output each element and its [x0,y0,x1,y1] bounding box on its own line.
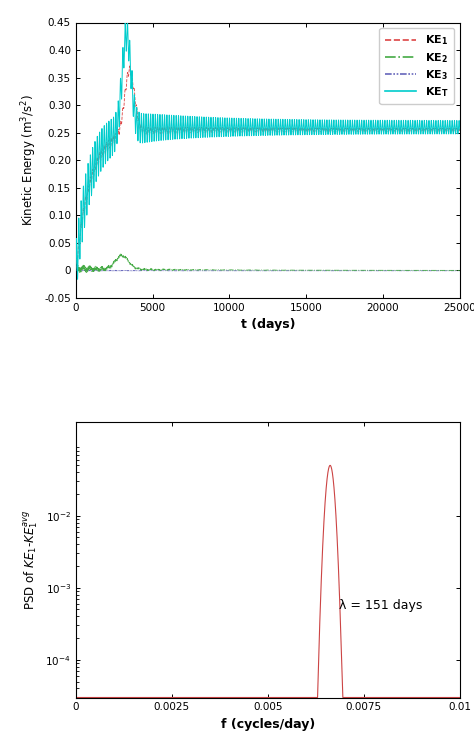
Text: λ = 151 days: λ = 151 days [339,599,422,613]
Y-axis label: Kinetic Energy (m$^3$/s$^2$): Kinetic Energy (m$^3$/s$^2$) [19,94,39,226]
Legend: $\mathbf{KE_1}$, $\mathbf{KE_2}$, $\mathbf{KE_3}$, $\mathbf{KE_T}$: $\mathbf{KE_1}$, $\mathbf{KE_2}$, $\math… [379,28,454,104]
X-axis label: f (cycles/day): f (cycles/day) [221,718,315,731]
Y-axis label: PSD of $KE_1$-$KE_1^{avg}$: PSD of $KE_1$-$KE_1^{avg}$ [21,510,40,610]
X-axis label: t (days): t (days) [241,319,295,332]
